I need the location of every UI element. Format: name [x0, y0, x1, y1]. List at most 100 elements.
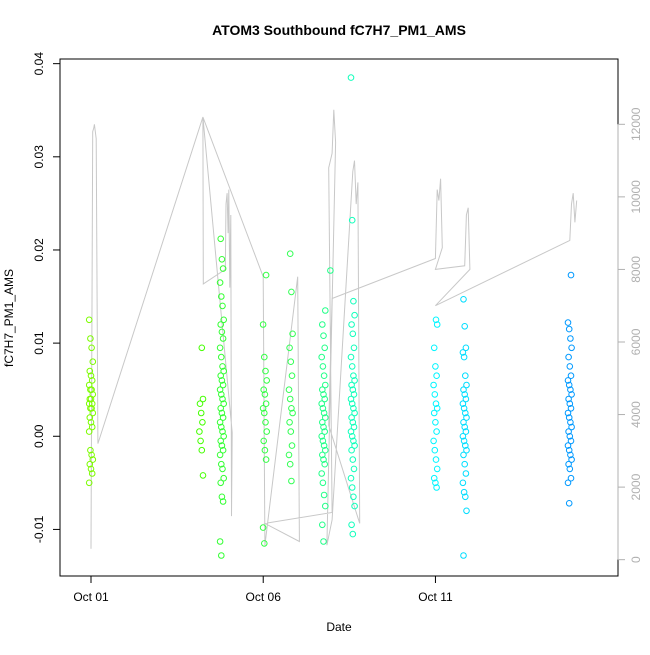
data-point — [567, 405, 575, 412]
data-point — [320, 491, 328, 499]
data-point — [320, 442, 328, 449]
data-point — [459, 479, 467, 487]
data-point — [199, 472, 207, 479]
data-point — [216, 451, 224, 459]
data-point — [433, 405, 441, 412]
data-point — [319, 451, 326, 459]
data-point — [217, 235, 224, 243]
chart-title: ATOM3 Southbound fC7H7_PM1_AMS — [212, 22, 466, 38]
data-point — [288, 477, 295, 485]
data-point — [565, 428, 572, 435]
data-point — [433, 321, 441, 328]
data-point — [218, 256, 226, 263]
data-point — [322, 502, 329, 510]
data-point — [350, 465, 358, 473]
data-point — [220, 367, 227, 375]
data-point — [351, 409, 358, 417]
data-point — [260, 437, 268, 445]
data-point — [432, 363, 439, 370]
data-point — [347, 395, 355, 403]
data-point — [460, 296, 467, 303]
y-left-tick-label: 0.04 — [32, 52, 46, 76]
data-point — [567, 335, 574, 342]
data-point — [348, 400, 356, 408]
data-point — [567, 386, 574, 394]
data-point — [261, 409, 268, 417]
data-point — [566, 433, 574, 440]
data-point — [219, 446, 227, 454]
data-point — [88, 377, 96, 384]
data-point — [321, 395, 329, 403]
data-point — [462, 344, 470, 352]
data-point — [431, 446, 439, 454]
y-left-tick-label: 0.02 — [32, 238, 46, 262]
data-point — [88, 386, 95, 394]
data-point — [219, 302, 226, 310]
data-point — [322, 381, 329, 389]
data-point — [322, 307, 329, 314]
x-axis: Oct 01 Oct 06 Oct 11 — [73, 575, 453, 604]
data-point — [565, 325, 573, 333]
data-point — [285, 386, 293, 394]
data-point — [566, 465, 574, 473]
data-point — [348, 216, 356, 224]
data-point — [430, 474, 438, 482]
data-point — [321, 460, 329, 468]
data-point — [349, 419, 357, 426]
data-point — [220, 433, 227, 440]
data-point — [217, 372, 224, 380]
data-point — [217, 405, 224, 412]
y-axis-label: fC7H7_PM1_AMS — [2, 269, 16, 367]
data-point — [432, 456, 440, 463]
data-point — [87, 419, 95, 426]
data-point — [218, 552, 225, 559]
data-point — [216, 419, 224, 426]
data-point — [262, 271, 270, 279]
data-point — [460, 437, 468, 445]
data-point — [88, 405, 95, 412]
data-point — [327, 267, 334, 274]
data-point — [567, 419, 574, 426]
data-point — [432, 479, 439, 487]
data-point — [287, 358, 295, 366]
data-point — [319, 419, 326, 426]
data-point — [348, 414, 355, 421]
data-point — [318, 470, 326, 477]
data-point — [433, 428, 440, 435]
data-point — [433, 372, 440, 380]
data-point — [85, 316, 93, 324]
data-point — [567, 437, 575, 445]
data-point — [218, 409, 226, 417]
y-left-tick-label: 0.03 — [32, 145, 46, 169]
data-point — [433, 465, 441, 473]
data-point — [285, 451, 293, 459]
data-point — [567, 474, 575, 482]
data-point — [347, 428, 355, 435]
data-point — [347, 74, 355, 81]
data-point — [461, 460, 469, 468]
data-point — [432, 400, 440, 408]
data-point — [286, 344, 293, 352]
data-point — [218, 391, 225, 398]
data-point — [322, 414, 329, 421]
data-point — [430, 437, 437, 445]
data-point — [88, 470, 96, 477]
data-point — [351, 502, 358, 510]
data-point — [218, 353, 225, 361]
data-point — [218, 423, 225, 431]
data-point — [218, 328, 226, 336]
data-point — [318, 353, 326, 361]
data-point — [218, 442, 226, 449]
data-point — [88, 451, 95, 459]
data-point — [288, 288, 295, 296]
data-point — [463, 446, 470, 454]
data-point — [463, 507, 470, 515]
data-point — [568, 456, 575, 463]
data-point — [197, 409, 205, 417]
data-point — [320, 372, 328, 380]
data-point — [463, 381, 470, 389]
data-point — [348, 521, 355, 529]
data-point — [460, 386, 467, 394]
data-point — [216, 344, 224, 352]
